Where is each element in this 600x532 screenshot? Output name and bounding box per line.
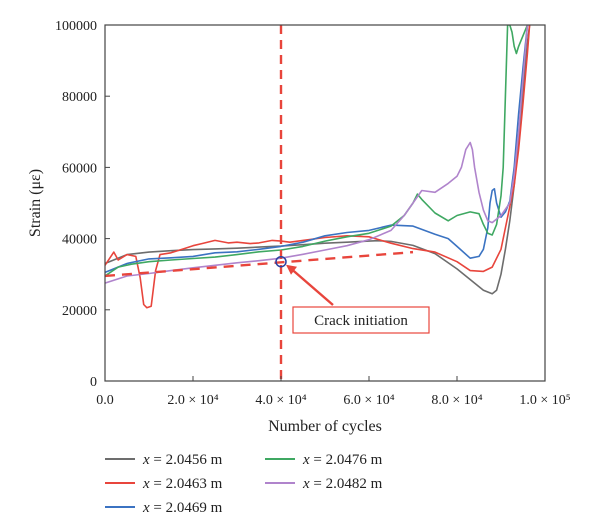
legend-label-4: x = 2.0476 m (302, 452, 383, 468)
x-tick-label: 2.0 × 10⁴ (167, 393, 218, 408)
y-tick-label: 80000 (62, 90, 97, 105)
annotation-arrow (289, 266, 334, 306)
axes-group: 0 20000 40000 60000 80000 100000 0.0 2.0 × 10⁴ 4… (55, 19, 571, 408)
legend-label-5: x = 2.0482 m (302, 476, 383, 492)
annotation-arrowhead (286, 264, 297, 275)
x-tick-label: 6.0 × 10⁴ (343, 393, 394, 408)
y-axis-label: Strain (με) (27, 169, 44, 237)
x-axis-label: Number of cycles (268, 418, 382, 435)
y-tick-label: 60000 (62, 161, 97, 176)
legend: x = 2.0456 m x = 2.0463 m x = 2.0469 m x = … (105, 452, 383, 516)
y-tick-label: 40000 (62, 233, 97, 248)
series-line-1 (105, 25, 531, 295)
x-tick-label: 4.0 × 10⁴ (255, 393, 306, 408)
series-line-5 (105, 25, 529, 284)
reference-lines-group (104, 25, 414, 381)
legend-label-3: x = 2.0469 m (142, 500, 223, 516)
plot-frame (104, 24, 546, 382)
series-line-2 (105, 25, 531, 309)
series-line-3 (105, 25, 529, 274)
y-tick-label: 20000 (62, 304, 97, 319)
x-tick-label: 8.0 × 10⁴ (431, 393, 482, 408)
legend-label-1: x = 2.0456 m (142, 452, 223, 468)
series-line-4 (105, 25, 529, 277)
annotation-box (292, 306, 430, 334)
plot-series-group (105, 25, 531, 309)
crack-initiation-marker (275, 255, 287, 268)
y-tick-label: 0 (90, 375, 97, 390)
crack-initiation-annotation: Crack initiation (275, 255, 430, 334)
trend-reference-line (104, 250, 414, 278)
x-tick-label: 0.0 (96, 393, 114, 408)
legend-label-2: x = 2.0463 m (142, 476, 223, 492)
x-tick-label: 1.0 × 10⁵ (519, 393, 570, 408)
annotation-label: Crack initiation (314, 313, 408, 329)
y-tick-label: 100000 (55, 19, 97, 34)
